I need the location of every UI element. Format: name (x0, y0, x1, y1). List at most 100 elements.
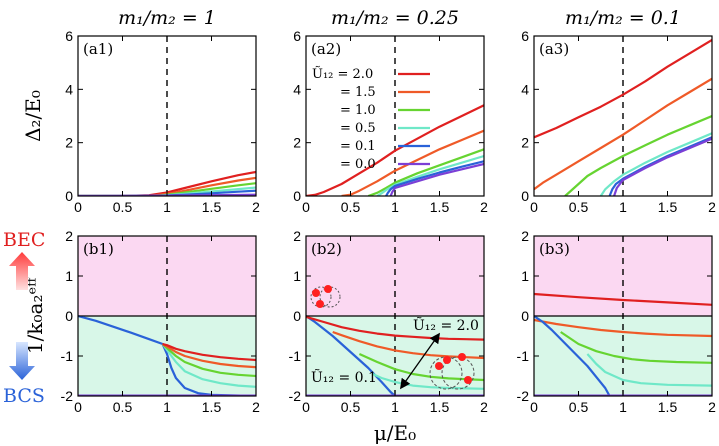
y-axis-label-top: Δ₂/E₀ (21, 90, 45, 142)
x-tick-label-a2-0: 0 (302, 199, 310, 215)
y-tick-label-b1-0: -2 (61, 388, 74, 404)
x-tick-label-b2-3: 1.5 (430, 399, 450, 415)
col-title-1: m₁/m₂ = 1 (118, 7, 216, 29)
x-tick-label-b3-1: 0.5 (569, 399, 589, 415)
series-line-b1-u1 (161, 343, 256, 378)
panel-label-b2: (b2) (311, 240, 342, 258)
x-tick-label-a1-1: 0.5 (113, 199, 133, 215)
series-line-a3-u0 (613, 137, 712, 196)
annotation-u-2: Ũ₁₂ = 2.0 (413, 316, 479, 334)
series-line-b3-u0.5 (586, 353, 712, 387)
x-tick-label-a3-0: 0 (530, 199, 538, 215)
x-tick-label-b1-4: 2 (252, 399, 260, 415)
x-tick-label-a3-1: 0.5 (569, 199, 589, 215)
y-tick-label-a1-2: 4 (65, 81, 73, 97)
panel-b1: 0 0.5 1 1.5 2 -2 -1 0 1 2 (b1) (61, 228, 261, 415)
series-line-b1-u0.5 (161, 343, 256, 388)
legend-label-1: = 1.5 (340, 85, 376, 100)
y-tick-label-a3-1: 2 (521, 135, 529, 151)
x-tick-label-b3-2: 1 (619, 399, 627, 415)
panel-label-a1: (a1) (83, 40, 113, 58)
x-tick-label-b3-3: 1.5 (658, 399, 678, 415)
series-line-b3-u1.5 (534, 318, 712, 338)
x-tick-label-a2-2: 1 (391, 199, 399, 215)
series-line-a2-u1.5 (341, 129, 484, 196)
panel-a1: 0 0.5 1 1.5 2 0 2 4 6 (a1) (65, 28, 260, 215)
x-tick-label-b1-2: 1 (163, 399, 171, 415)
y-tick-label-b3-2: 0 (521, 308, 529, 324)
x-tick-label-a2-1: 0.5 (341, 199, 361, 215)
series-line-b1-u0.1 (78, 314, 256, 396)
series-group-a2 (306, 104, 484, 196)
x-tick-label-b2-4: 2 (480, 399, 488, 415)
series-line-b3-u0.1 (534, 315, 611, 396)
panel-label-a3: (a3) (539, 40, 569, 58)
x-tick-label-a2-4: 2 (480, 199, 488, 215)
y-tick-label-b1-3: 1 (65, 268, 73, 284)
y-tick-label-a1-1: 2 (65, 135, 73, 151)
panel-label-a2: (a2) (311, 40, 341, 58)
x-tick-label-b3-4: 2 (708, 399, 716, 415)
y-tick-label-a3-3: 6 (521, 28, 529, 44)
legend-label-5: = 0.0 (340, 157, 376, 172)
y-tick-label-b2-3: 1 (293, 268, 301, 284)
annotation-arrow (399, 332, 441, 390)
series-line-a2-u0.1 (385, 160, 484, 196)
bcs-arrow (9, 342, 35, 380)
bcs-label: BCS (3, 385, 45, 407)
molecule-bec-icon (310, 285, 341, 308)
panel-b3: 0 0.5 1 1.5 2 -2 -1 0 1 2 (b3) (517, 228, 717, 415)
col-title-2: m₁/m₂ = 0.25 (331, 7, 459, 29)
series-line-a3-u2 (534, 39, 712, 139)
x-tick-label-b1-1: 0.5 (113, 399, 133, 415)
legend: Ũ₁₂ = 2.0 = 1.5 = 1.0 = 0.5 = 0.1 = 0.0 (312, 66, 430, 172)
series-line-a2-u0.5 (376, 154, 484, 196)
series-line-b3-u2 (534, 292, 712, 306)
x-tick-label-b2-2: 1 (391, 399, 399, 415)
legend-label-2: = 1.0 (340, 103, 376, 118)
y-tick-label-a1-0: 0 (65, 188, 73, 204)
y-tick-label-b3-3: 1 (521, 268, 529, 284)
x-tick-label-a1-3: 1.5 (202, 199, 222, 215)
series-line-a3-u1 (564, 114, 712, 196)
x-tick-label-a3-4: 2 (708, 199, 716, 215)
y-tick-label-b2-2: 0 (293, 308, 301, 324)
x-tick-label-b3-0: 0 (530, 399, 538, 415)
molecule-bcs-icon (429, 353, 475, 390)
series-line-b2-u0.1 (306, 315, 396, 396)
x-tick-label-b1-3: 1.5 (202, 399, 222, 415)
y-tick-label-a2-0: 0 (293, 188, 301, 204)
series-line-b1-u2 (162, 342, 256, 362)
panel-a3: 0 0.5 1 1.5 2 0 2 4 6 (a3) (521, 28, 716, 215)
y-tick-label-b3-4: 2 (521, 228, 529, 244)
series-group-a3 (534, 39, 712, 196)
legend-label-3: = 0.5 (340, 121, 376, 136)
y-tick-label-b3-0: -2 (517, 388, 530, 404)
y-tick-label-b1-2: 0 (65, 308, 73, 324)
y-tick-label-a2-1: 2 (293, 135, 301, 151)
series-line-a2-u0 (389, 162, 484, 196)
bec-label: BEC (3, 229, 45, 251)
x-tick-label-a1-2: 1 (163, 199, 171, 215)
annotation-u-01: Ũ₁₂ = 0.1 (311, 368, 377, 386)
series-line-a3-u1.5 (534, 77, 712, 191)
x-tick-label-a3-2: 1 (619, 199, 627, 215)
y-tick-label-a3-2: 4 (521, 81, 529, 97)
panel-label-b3: (b3) (539, 240, 570, 258)
panel-label-b1: (b1) (83, 240, 114, 258)
series-line-a2-u2 (306, 104, 484, 196)
x-tick-label-b2-1: 0.5 (341, 399, 361, 415)
series-line-a2-u1 (367, 148, 484, 196)
col-title-3: m₁/m₂ = 0.1 (565, 7, 681, 29)
y-tick-label-a1-3: 6 (65, 28, 73, 44)
series-line-a3-u0.5 (599, 132, 712, 196)
y-tick-label-b3-1: -1 (517, 348, 530, 364)
y-tick-label-b2-0: -2 (289, 388, 302, 404)
legend-label-0: Ũ₁₂ = 2.0 (312, 66, 373, 82)
b2-annotations: Ũ₁₂ = 2.0 Ũ₁₂ = 0.1 (310, 285, 479, 390)
bec-arrow (9, 252, 35, 290)
panel-a2: 0 0.5 1 1.5 2 0 2 4 6 (a2) (293, 28, 488, 215)
x-tick-label-b2-0: 0 (302, 399, 310, 415)
